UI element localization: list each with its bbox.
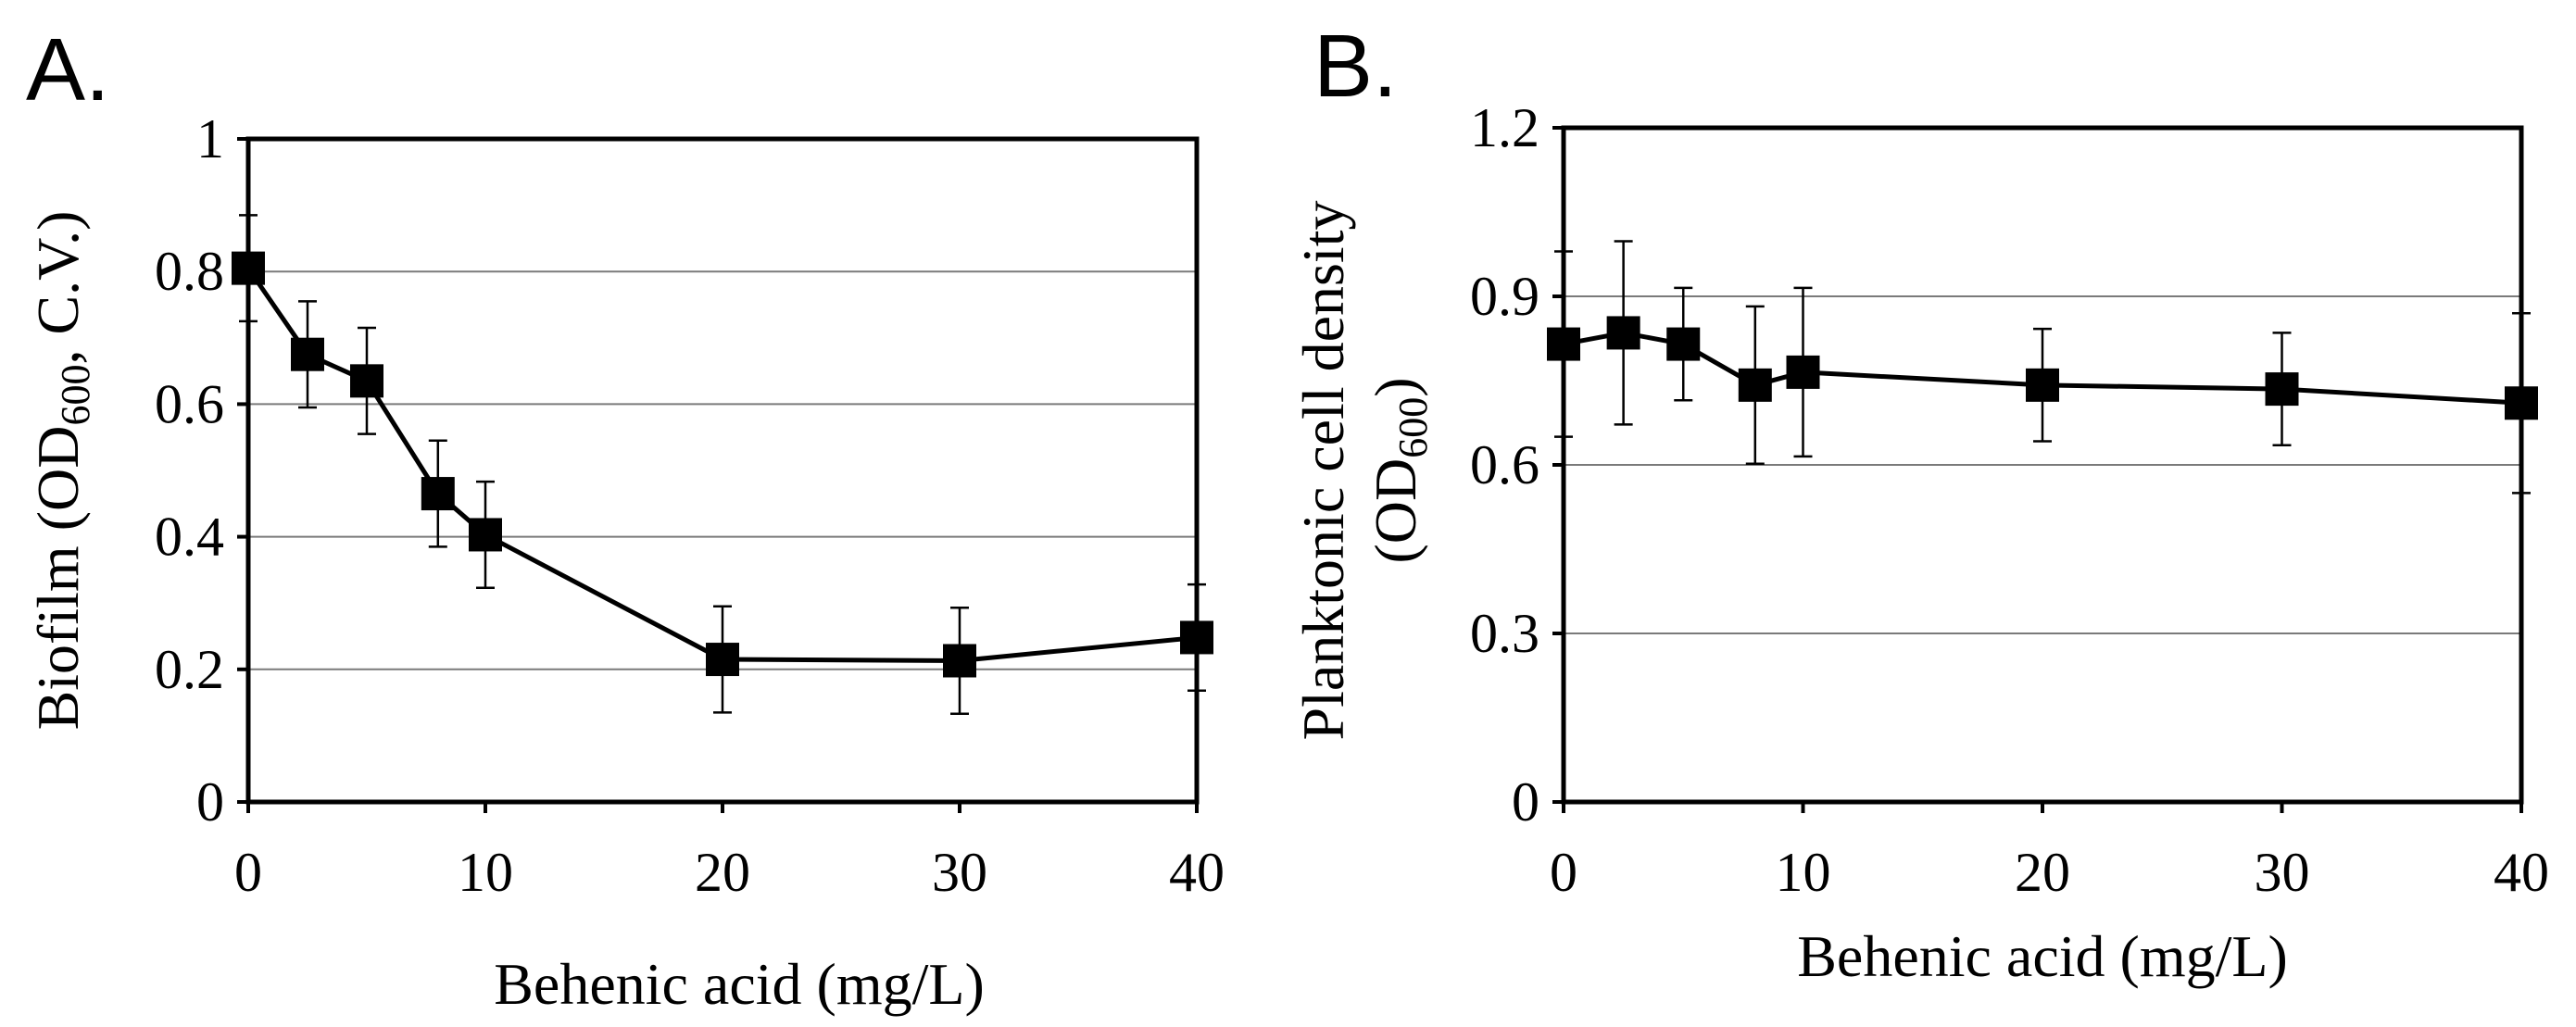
panel-a-series-line [245, 267, 1198, 663]
panel-a-y-tick-label-1: 0.2 [155, 639, 224, 700]
panel-b-y-tick-label-3: 0.9 [1470, 266, 1539, 327]
panel-a-x-tick-label-0: 0 [234, 842, 262, 903]
panel-b-y-tick-label-2: 0.6 [1470, 434, 1539, 495]
panel-a-y-tick-label-2: 0.4 [155, 507, 224, 568]
panel-a-data-point-2 [350, 364, 383, 398]
panel-a-x-ticks: 0 10 20 30 40 [234, 802, 1225, 903]
panel-b-x-axis-title: Behenic acid (mg/L) [1797, 923, 2288, 989]
panel-a-series-line-0 [245, 267, 1198, 663]
panel-a-data-point-4 [469, 518, 502, 552]
panel-b-data-point-6 [2265, 372, 2299, 407]
panel-a-x-tick-label-1: 10 [458, 842, 513, 903]
panel-a-y-axis-title-prefix: Biofilm (OD [25, 426, 91, 731]
panel-b-x-tick-label-4: 40 [2494, 842, 2549, 903]
panel-a-x-tick-label-4: 40 [1169, 842, 1225, 903]
panel-b-y-axis-title-subscript: 600 [1390, 397, 1436, 458]
panel-b-y-tick-label-4: 1.2 [1470, 97, 1539, 158]
panel-a-y-tick-label-5: 1 [196, 108, 224, 169]
panel-b-y-axis-title-line1: Planktonic cell density [1290, 201, 1356, 741]
panel-b-gridlines [1564, 295, 2521, 634]
panel-b-data-point-4 [1786, 355, 1820, 389]
panel-b-x-ticks: 0 10 20 30 40 [1550, 802, 2549, 903]
panel-b-x-tick-label-2: 20 [2015, 842, 2070, 903]
panel-b-y-ticks: 0 0.3 0.6 0.9 1.2 [1470, 97, 1564, 833]
panel-b-error-bars [1554, 240, 2531, 495]
panel-b-x-tick-label-0: 0 [1550, 842, 1577, 903]
panel-b-data-point-2 [1666, 327, 1701, 361]
panel-a-letter: A. [26, 20, 110, 119]
panel-a-error-bars [239, 214, 1206, 716]
panel-a-y-ticks: 0 0.2 0.4 0.6 0.8 1 [155, 108, 248, 833]
panel-b-y-axis-title-line2: (OD600) [1363, 377, 1436, 563]
panel-a-data-point-3 [421, 477, 455, 511]
panel-b-data-point-5 [2026, 368, 2059, 402]
panel-b-y-tick-label-0: 0 [1512, 771, 1539, 833]
panel-b-y-axis-title-suffix: ) [1363, 377, 1428, 396]
panel-a-data-point-5 [706, 643, 739, 677]
panel-a-y-tick-label-4: 0.8 [155, 241, 224, 302]
panel-a-y-axis-title-subscript: 600 [53, 365, 98, 426]
panel-b-y-tick-label-1: 0.3 [1470, 603, 1539, 664]
panel-a-x-axis-title: Behenic acid (mg/L) [494, 951, 985, 1017]
panel-b-x-tick-label-3: 30 [2255, 842, 2310, 903]
panel-b-data-point-3 [1738, 368, 1772, 402]
panel-b: B. 0 10 20 30 40 0 0.3 0.6 0.9 1.2 Behenic acid … [1290, 17, 2549, 989]
panel-a-x-tick-label-3: 30 [932, 842, 987, 903]
panel-b-x-tick-label-1: 10 [1776, 842, 1831, 903]
panel-a-x-tick-label-2: 20 [695, 842, 750, 903]
panel-a-y-tick-label-3: 0.6 [155, 373, 224, 434]
panel-a-data-point-6 [943, 644, 976, 678]
panel-a-data-point-1 [291, 337, 324, 371]
panel-a-y-axis-title: Biofilm (OD600, C.V.) [25, 211, 98, 731]
panel-b-y-axis-title-prefix: (OD [1363, 458, 1428, 564]
panel-a: A. 0 10 20 30 40 0 0.2 0.4 0.6 0.8 1 Behenic acid… [25, 20, 1225, 1017]
panel-b-letter: B. [1313, 17, 1398, 116]
panel-a-y-axis-title-suffix: , C.V.) [25, 211, 91, 365]
panel-a-y-tick-label-0: 0 [196, 771, 224, 833]
panel-b-data-point-1 [1606, 316, 1640, 350]
